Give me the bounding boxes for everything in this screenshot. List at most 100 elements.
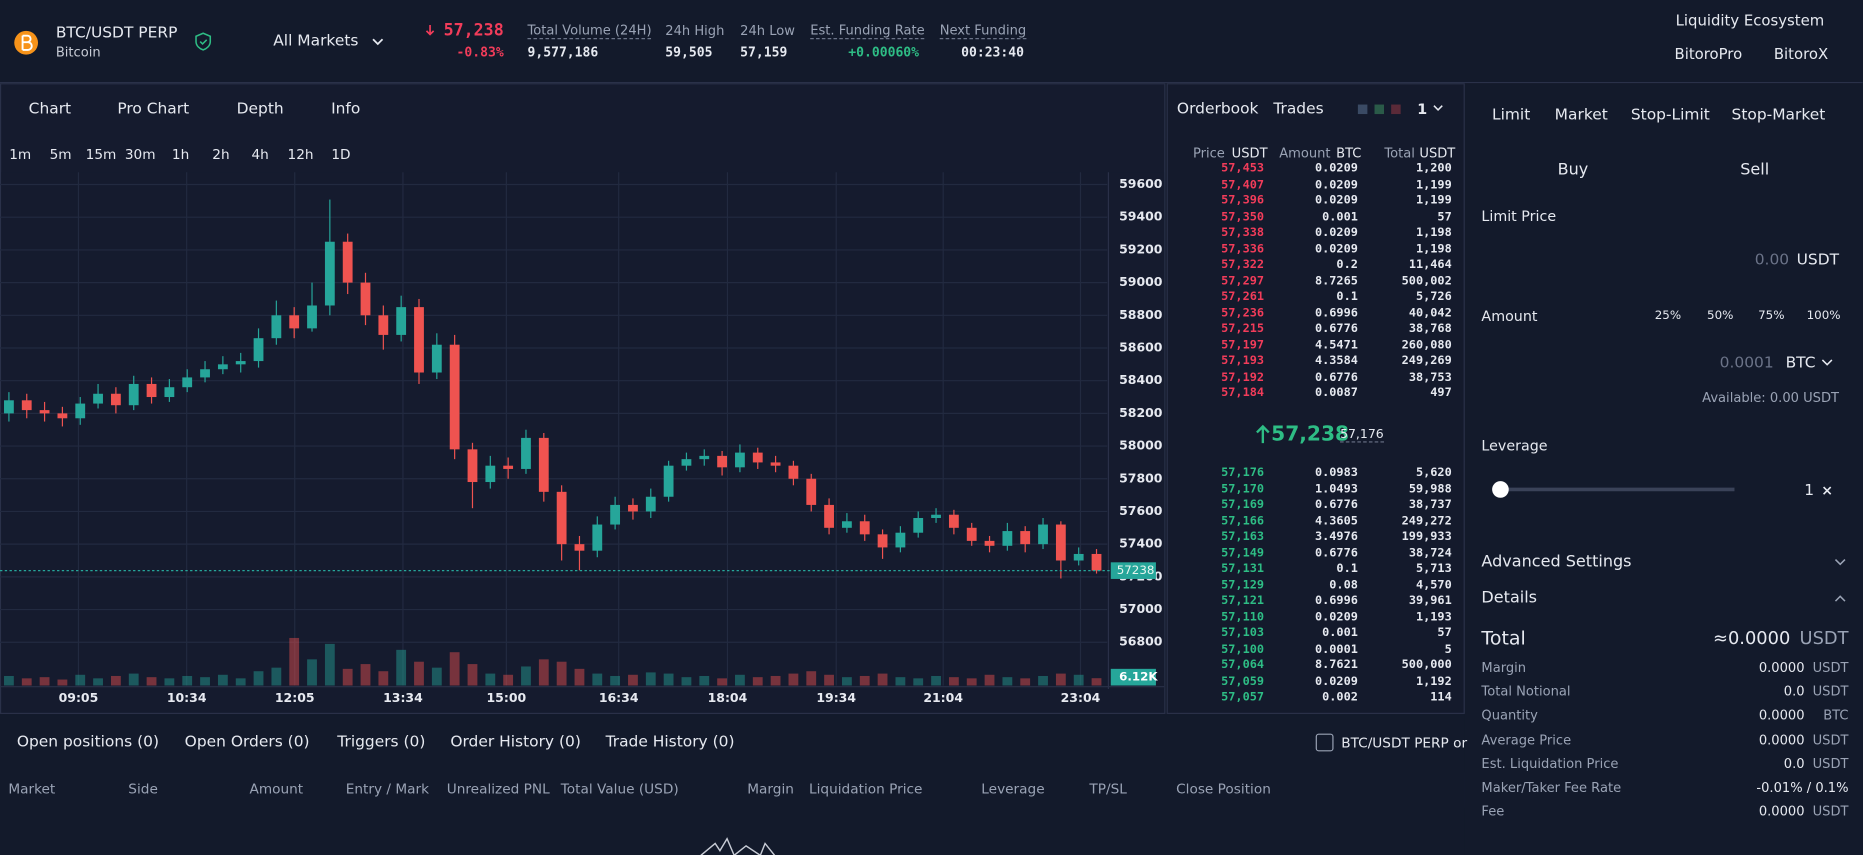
candle-body xyxy=(414,307,424,373)
header-bar xyxy=(0,0,1863,84)
detail-value: 0.0 xyxy=(1783,755,1805,772)
amount: 0.2 xyxy=(1336,258,1358,272)
amount: 0.08 xyxy=(1329,578,1358,592)
detail-unit: USDT xyxy=(1812,683,1849,700)
candle-body xyxy=(717,455,728,468)
orderbook-panel xyxy=(1166,83,1465,714)
candle-body xyxy=(57,413,68,419)
timeframe[interactable]: 1h xyxy=(171,146,190,163)
timeframe[interactable]: 1m xyxy=(9,146,32,163)
price: 57,184 xyxy=(1221,386,1265,400)
orderbook-tab[interactable]: Orderbook xyxy=(1176,100,1259,119)
detail-unit: USDT xyxy=(1812,803,1849,820)
percent-button[interactable]: 50% xyxy=(1707,309,1734,323)
filter-checkbox[interactable]: BTC/USDT PERP or xyxy=(1341,734,1468,751)
volume-bar xyxy=(271,667,282,686)
bottom-tab[interactable]: Open Orders (0) xyxy=(184,733,310,752)
amount: 1.0493 xyxy=(1314,482,1358,496)
volume-bar xyxy=(217,674,228,686)
amount: 4.3584 xyxy=(1314,354,1358,368)
detail-unit: USDT xyxy=(1812,659,1849,676)
volume-bar xyxy=(521,666,531,686)
label: BTC xyxy=(1336,145,1362,161)
chart-tab[interactable]: Chart xyxy=(28,100,72,119)
price: 57,057 xyxy=(1221,690,1265,704)
last-price-label: 57238 xyxy=(1117,563,1155,577)
order-type-tab[interactable]: Stop-Market xyxy=(1731,106,1826,125)
ecosystem-option[interactable]: BitoroPro xyxy=(1674,44,1743,63)
bottom-tab[interactable]: Order History (0) xyxy=(450,733,581,752)
label: Leverage xyxy=(1481,437,1548,454)
candle-body xyxy=(1002,531,1013,546)
detail-label: Total Notional xyxy=(1481,683,1571,700)
volume-bar xyxy=(770,675,781,686)
price: 57,192 xyxy=(1221,370,1265,384)
volume-bar xyxy=(538,659,549,686)
chart-tab[interactable]: Depth xyxy=(236,100,284,119)
price: 57,169 xyxy=(1221,498,1265,512)
candle-body xyxy=(146,383,157,398)
price: 57,336 xyxy=(1221,242,1265,256)
candle-body xyxy=(431,344,442,373)
label: Price xyxy=(1192,145,1225,161)
bottom-tab[interactable]: Open positions (0) xyxy=(16,733,159,752)
orderbook-tab[interactable]: Trades xyxy=(1273,100,1324,119)
volume-bar xyxy=(467,664,478,686)
candle-body xyxy=(182,377,193,388)
timeframe[interactable]: 30m xyxy=(124,146,156,163)
candle-body xyxy=(1091,553,1102,571)
amount: 0.6776 xyxy=(1314,370,1358,384)
volume-bar xyxy=(21,678,32,686)
y-tick-label: 58400 xyxy=(1119,372,1163,387)
label: USDT xyxy=(1419,145,1456,161)
buy-button[interactable]: Buy xyxy=(1557,160,1589,180)
total: 38,724 xyxy=(1408,546,1452,560)
advanced-toggle[interactable]: Advanced Settings xyxy=(1481,552,1632,572)
order-type-tab[interactable]: Market xyxy=(1554,106,1608,125)
volume-bar xyxy=(895,677,906,686)
detail-unit: USDT xyxy=(1812,731,1849,748)
order-type-tab[interactable]: Stop-Limit xyxy=(1630,106,1710,125)
volume-bar xyxy=(110,675,121,686)
timeframe[interactable]: 15m xyxy=(85,146,117,163)
y-tick-label: 57800 xyxy=(1119,470,1163,485)
mark-price: 57,176 xyxy=(1340,427,1384,443)
bottom-tab[interactable]: Triggers (0) xyxy=(337,733,426,752)
timeframe[interactable]: 4h xyxy=(251,146,269,163)
candle-body xyxy=(467,449,478,483)
y-tick-label: 57000 xyxy=(1119,601,1163,616)
candle-body xyxy=(931,514,941,518)
amount: 0.0087 xyxy=(1314,386,1358,400)
timeframe[interactable]: 1D xyxy=(331,146,351,163)
percent-button[interactable]: 25% xyxy=(1654,309,1682,323)
label: Total Volume (24H) xyxy=(527,22,652,40)
timeframe[interactable]: 2h xyxy=(212,146,230,163)
percent-button[interactable]: 75% xyxy=(1758,309,1785,323)
sell-button[interactable]: Sell xyxy=(1740,160,1770,180)
label: ≈0.0000 xyxy=(1713,627,1791,649)
volume-bar xyxy=(342,668,353,686)
timeframe[interactable]: 5m xyxy=(49,146,72,163)
price: 57,170 xyxy=(1221,482,1265,496)
x-tick-label: 09:05 xyxy=(59,690,99,705)
label: Total xyxy=(1384,145,1415,161)
ecosystem-option[interactable]: BitoroX xyxy=(1773,44,1829,63)
bottom-tab[interactable]: Trade History (0) xyxy=(605,733,735,752)
details-toggle[interactable]: Details xyxy=(1481,588,1538,608)
volume-bar xyxy=(75,674,86,686)
chart-tab[interactable]: Pro Chart xyxy=(117,100,190,119)
y-tick-label: 56800 xyxy=(1119,634,1163,649)
percent-button[interactable]: 100% xyxy=(1806,309,1841,323)
order-type-tab[interactable]: Limit xyxy=(1491,106,1531,125)
total: 4,570 xyxy=(1415,578,1452,592)
amount: 0.0983 xyxy=(1314,466,1358,480)
candle-body xyxy=(39,410,50,414)
detail-label: Quantity xyxy=(1481,707,1538,724)
candle-body xyxy=(859,521,870,535)
price: 57,407 xyxy=(1221,178,1265,192)
market-selector[interactable]: All Markets xyxy=(273,32,359,51)
chart-tab[interactable]: Info xyxy=(331,100,361,119)
total: 497 xyxy=(1430,386,1452,400)
timeframe[interactable]: 12h xyxy=(287,146,314,163)
